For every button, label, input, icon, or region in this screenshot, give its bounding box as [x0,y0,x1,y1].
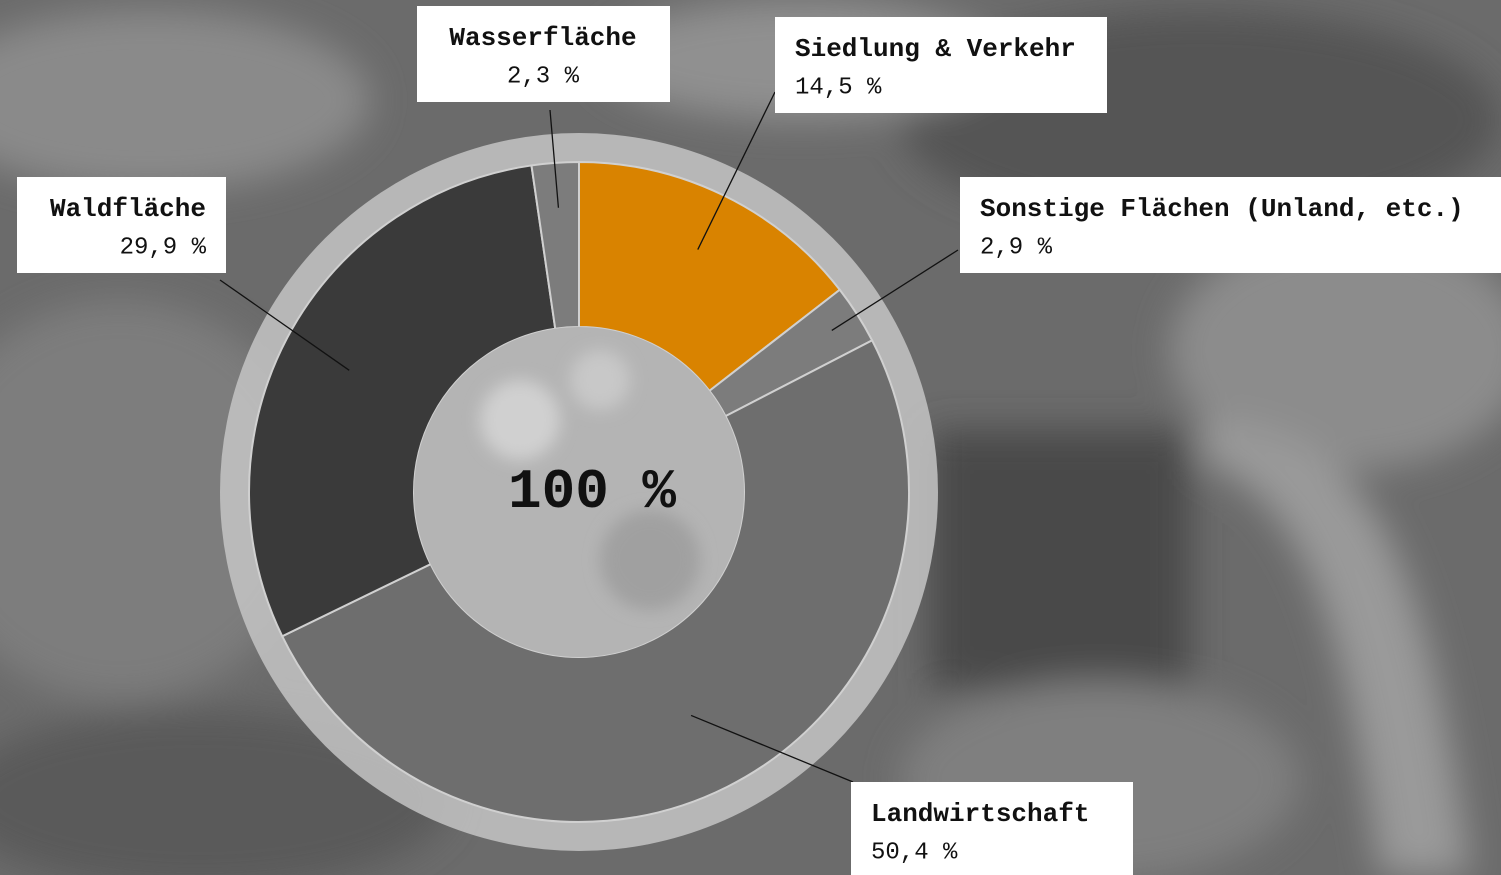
slice-name: Siedlung & Verkehr [795,34,1076,64]
leader-line [549,109,560,208]
slice-name: Wasserfläche [449,23,636,53]
center-label: 100 % [508,460,676,524]
hole-texture [480,350,700,610]
slice-value: 2,9 % [980,234,1053,261]
slice-value: 2,3 % [507,63,580,90]
leader-line [690,714,854,783]
leader-line [219,279,350,371]
label-box [17,177,226,273]
slice-name: Sonstige Flächen (Unland, etc.) [980,194,1464,224]
leader-line [831,249,959,332]
slice-value: 50,4 % [871,839,958,866]
label-box [851,782,1133,875]
label-box [417,6,670,102]
slice-name: Landwirtschaft [871,799,1089,829]
slice-value: 14,5 % [795,74,882,101]
leader-line [697,91,776,250]
slice-name: Waldfläche [50,194,206,224]
label-box [960,177,1501,273]
slice-value: 29,9 % [120,234,207,261]
label-box [775,17,1107,113]
